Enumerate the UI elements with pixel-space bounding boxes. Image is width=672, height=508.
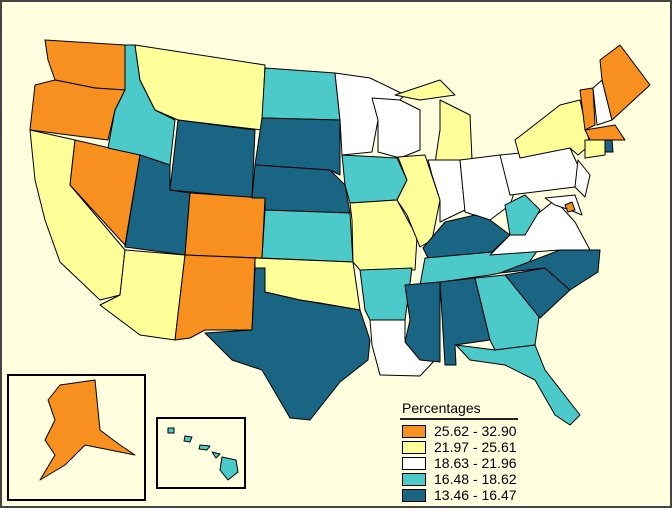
state-ct: [584, 139, 606, 159]
state-il: [396, 154, 441, 248]
state-ri: [604, 139, 614, 153]
legend-label: 25.62 - 32.90: [434, 423, 517, 439]
state-tx: [204, 267, 371, 421]
state-ks: [261, 209, 354, 263]
legend-items: 25.62 - 32.90 21.97 - 25.61 18.63 - 21.96 1…: [400, 423, 518, 503]
legend-label: 16.48 - 18.62: [434, 471, 517, 487]
state-sd: [254, 117, 341, 176]
legend-label: 18.63 - 21.96: [434, 455, 517, 471]
state-mn: [334, 72, 406, 156]
state-nm: [174, 254, 256, 341]
legend-item: 21.97 - 25.61: [400, 439, 518, 455]
legend-item: 18.63 - 21.96: [400, 455, 518, 471]
state-hi: [167, 427, 175, 434]
legend-label: 13.46 - 16.47: [434, 487, 517, 503]
state-mi: [434, 99, 473, 164]
state-wy: [169, 119, 256, 199]
alaska-inset-box: [7, 374, 146, 501]
state-la: [369, 319, 436, 377]
legend: Percentages 25.62 - 32.90 21.97 - 25.61 18…: [400, 400, 518, 503]
state-ar: [359, 267, 413, 321]
legend-swatch: [402, 440, 426, 454]
state-wv: [504, 194, 541, 236]
state-ma: [584, 124, 626, 141]
state-hi: [198, 444, 211, 451]
legend-item: 25.62 - 32.90: [400, 423, 518, 439]
state-wi: [371, 97, 421, 159]
state-nd: [261, 67, 341, 121]
legend-swatch: [402, 456, 426, 470]
state-hi: [219, 456, 239, 481]
state-ia: [341, 154, 408, 204]
hawaii-inset-box: [156, 417, 246, 489]
state-co: [184, 192, 266, 259]
state-fl: [455, 344, 581, 426]
legend-swatch: [402, 424, 426, 438]
state-mi: [394, 79, 456, 101]
state-pa: [499, 147, 581, 196]
legend-item: 16.48 - 18.62: [400, 471, 518, 487]
state-hi: [183, 435, 193, 443]
legend-swatch: [402, 488, 426, 502]
state-vt: [579, 87, 596, 131]
legend-item: 13.46 - 16.47: [400, 487, 518, 503]
state-hi: [211, 451, 221, 459]
state-nj: [574, 159, 591, 198]
legend-label: 21.97 - 25.61: [434, 439, 517, 455]
state-dc: [564, 201, 576, 213]
state-ny: [514, 99, 591, 159]
legend-title: Percentages: [400, 400, 518, 420]
state-ak: [39, 379, 136, 481]
state-me: [599, 44, 651, 121]
legend-swatch: [402, 472, 426, 486]
